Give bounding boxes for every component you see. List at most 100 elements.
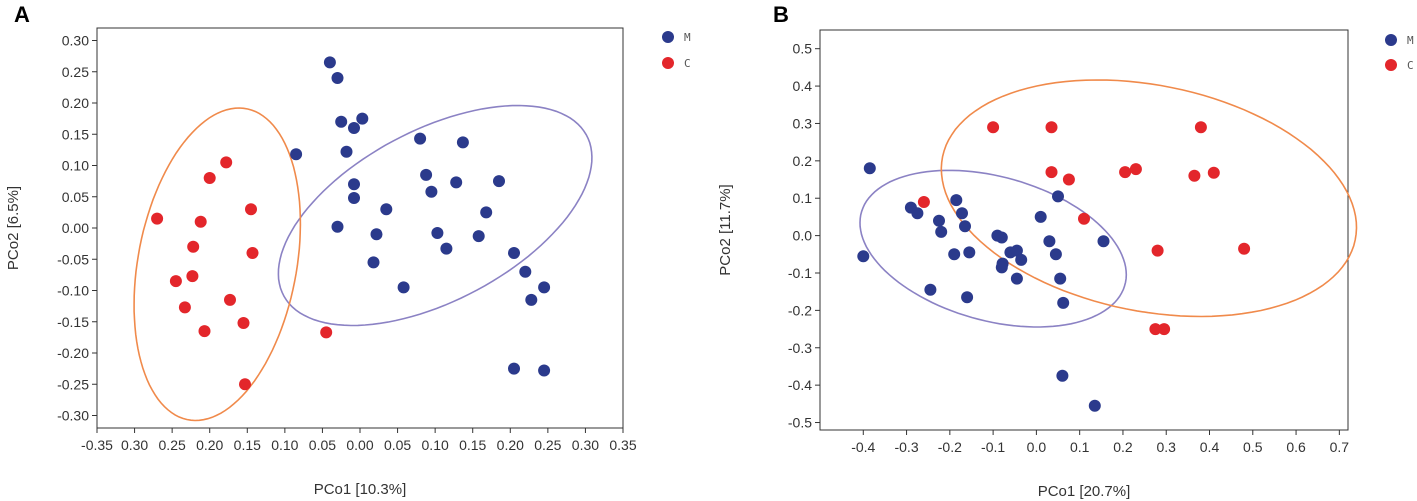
x-tick-label: 0.20 [196, 437, 223, 453]
data-point-c [1078, 212, 1090, 225]
x-tick-label: 0.6 [1286, 439, 1306, 455]
plot-frame-b [819, 29, 1349, 431]
data-point-m [1056, 369, 1069, 382]
data-point-m [367, 256, 380, 269]
y-tick-label: 0.20 [62, 95, 89, 111]
data-point-c [1129, 163, 1142, 176]
data-point-c [169, 275, 182, 288]
data-point-m [1057, 296, 1070, 309]
data-point-c [239, 378, 251, 391]
confidence-ellipse-c [133, 107, 302, 422]
data-point-m [950, 194, 963, 207]
data-point-m [1034, 210, 1047, 223]
y-tick-label: 0.1 [793, 190, 813, 206]
data-point-m [480, 206, 493, 219]
y-tick-label: 0.00 [62, 220, 89, 236]
data-point-m [323, 56, 336, 69]
data-point-m [961, 291, 974, 304]
y-tick-label: -0.20 [57, 345, 89, 361]
data-point-m [440, 242, 453, 255]
data-point-c [224, 293, 236, 306]
data-point-c [220, 156, 233, 169]
y-axis-label-a: PCo2 [6.5%] [5, 186, 22, 270]
y-tick-label: -0.4 [788, 377, 812, 393]
x-tick-label: 0.4 [1200, 439, 1220, 455]
data-point-m [348, 178, 360, 191]
y-tick-label: 0.30 [62, 33, 89, 49]
data-point-m [450, 176, 463, 189]
data-point-m [956, 207, 968, 220]
panel-label: B [773, 2, 789, 27]
x-tick-label: 0.25 [159, 437, 186, 453]
data-point-c [1062, 173, 1075, 186]
data-point-m [290, 148, 303, 161]
x-tick-label: 0.30 [572, 437, 599, 453]
data-point-m [863, 162, 876, 175]
y-tick-label: -0.5 [788, 415, 812, 431]
data-point-m [331, 220, 344, 233]
data-point-m [508, 247, 520, 259]
data-point-m [1043, 235, 1056, 248]
x-tick-label: 0.30 [121, 437, 148, 453]
y-tick-label: -0.25 [57, 376, 89, 392]
data-point-m [370, 228, 383, 241]
data-point-m [1052, 190, 1064, 203]
x-tick-label: -0.35 [81, 437, 113, 453]
y-tick-label: 0.25 [62, 64, 89, 80]
x-tick-label: 0.15 [459, 437, 486, 453]
x-axis-label-b: PCo1 [20.7%] [1038, 483, 1131, 500]
confidence-ellipse-m [859, 169, 1128, 328]
x-tick-label: 0.15 [234, 437, 261, 453]
data-point-m [935, 225, 948, 238]
legend-label-m: M [1407, 34, 1414, 47]
x-tick-label: -0.3 [894, 439, 918, 455]
legend-marker-m [662, 31, 674, 43]
data-point-m [508, 362, 520, 375]
x-tick-label: 0.3 [1156, 439, 1176, 455]
data-point-c [198, 325, 211, 338]
y-tick-label: -0.05 [57, 251, 89, 267]
data-point-m [995, 261, 1008, 274]
x-tick-label: 0.20 [497, 437, 524, 453]
x-tick-label: 0.10 [271, 437, 298, 453]
data-point-m [948, 248, 961, 261]
data-point-m [1010, 244, 1023, 257]
data-point-c [186, 270, 199, 283]
x-tick-label: 0.0 [1027, 439, 1047, 455]
data-point-c [178, 301, 191, 314]
data-point-m [995, 231, 1008, 244]
data-point-m [431, 227, 444, 239]
x-tick-label: 0.2 [1113, 439, 1133, 455]
points-a [151, 56, 551, 391]
data-point-m [1049, 248, 1062, 261]
data-point-m [1054, 272, 1067, 285]
data-point-m [933, 214, 945, 227]
data-point-m [397, 281, 410, 294]
data-point-m [380, 203, 393, 216]
data-point-c [246, 247, 259, 259]
data-point-m [456, 136, 469, 149]
y-tick-label: 0.0 [793, 228, 813, 244]
data-point-m [924, 283, 937, 296]
y-axis-label-b: PCo2 [11.7%] [717, 184, 734, 275]
data-point-m [525, 293, 538, 306]
y-tick-label: -0.3 [788, 340, 812, 356]
y-tick-label: 0.10 [62, 158, 89, 174]
data-point-c [245, 203, 257, 216]
data-point-c [1045, 166, 1058, 179]
x-axis-b: -0.4 -0.3 -0.2 -0.1 0.0 0.1 0.2 0.3 0.4 0.5 0.6 0.7 [851, 430, 1349, 455]
y-tick-label: -0.10 [57, 283, 89, 299]
data-point-m [1088, 399, 1101, 412]
data-point-c [1238, 242, 1251, 255]
y-tick-label: -0.1 [788, 265, 812, 281]
data-point-m [340, 145, 353, 158]
data-point-c [1194, 121, 1207, 134]
data-point-m [335, 115, 348, 128]
data-point-m [425, 185, 438, 198]
data-point-c [1045, 121, 1058, 134]
y-tick-label: -0.15 [57, 314, 89, 330]
data-point-m [519, 265, 532, 278]
x-tick-label: 0.5 [1243, 439, 1263, 455]
legend-marker-m [1385, 34, 1397, 46]
